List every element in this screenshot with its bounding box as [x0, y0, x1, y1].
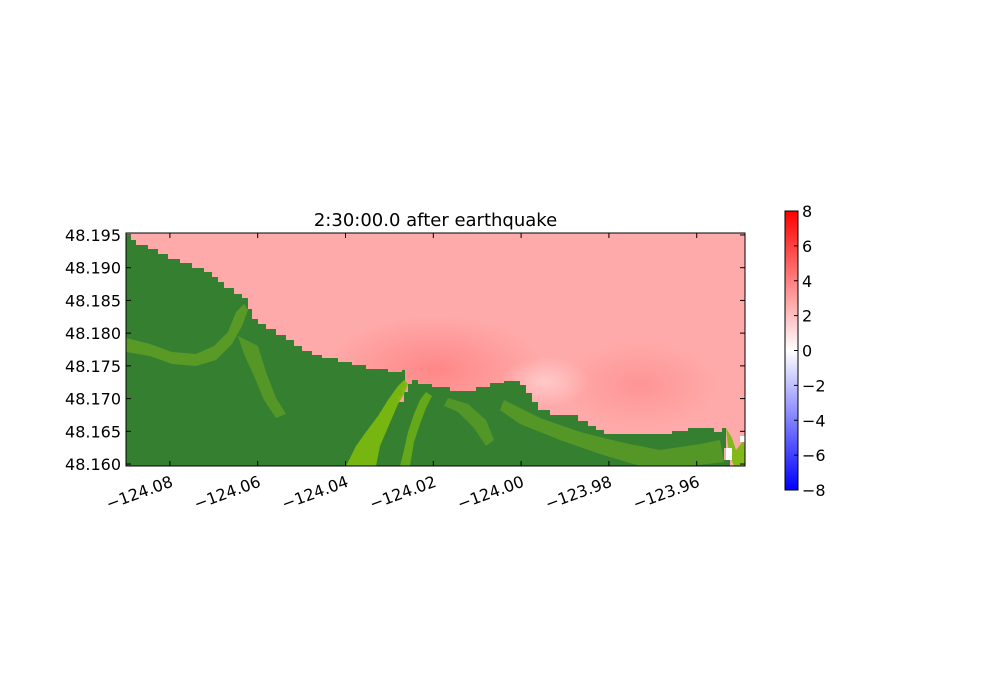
y-tick-label: 48.160 [65, 455, 121, 474]
colorbar-tick-label: 6 [802, 237, 812, 256]
y-axis: 48.160 48.165 48.170 48.175 48.180 48.185 48.1… [65, 226, 745, 474]
chart-title: 2:30:00.0 after earthquake [314, 210, 557, 231]
river-valley-branch [400, 392, 432, 466]
dry-cell [726, 448, 732, 460]
y-tick-label: 48.190 [65, 259, 121, 278]
colorbar-tick-label: −4 [802, 411, 826, 430]
colorbar-tick-label: −8 [802, 481, 826, 500]
x-tick-label: −124.04 [279, 472, 351, 514]
x-tick-label: −124.08 [104, 472, 176, 514]
colorbar-tick-label: 4 [802, 272, 812, 291]
colorbar-tick-label: 8 [802, 202, 812, 221]
colorbar-axis: 8 6 4 2 0 −2 −4 −6 −8 [794, 202, 826, 500]
river-valley-main [346, 380, 408, 466]
x-tick-label: −123.96 [630, 472, 702, 514]
dry-cell-east [740, 436, 745, 442]
y-tick-label: 48.185 [65, 291, 121, 310]
river-valley-central [238, 336, 286, 418]
y-tick-label: 48.180 [65, 324, 121, 343]
y-tick-label: 48.195 [65, 226, 121, 245]
colorbar-tick-label: −6 [802, 446, 826, 465]
y-tick-label: 48.175 [65, 357, 121, 376]
water-high-zone-east [560, 340, 720, 430]
y-tick-label: 48.165 [65, 422, 121, 441]
x-tick-label: −124.06 [191, 472, 263, 514]
colorbar-tick-label: −2 [802, 376, 826, 395]
x-tick-label: −124.00 [455, 472, 527, 514]
river-valley-east-slope [500, 400, 724, 466]
river-valley-mid [444, 398, 494, 446]
river-valley-west [126, 304, 248, 366]
colorbar-tick-label: 0 [802, 342, 812, 361]
y-tick-label: 48.170 [65, 390, 121, 409]
colorbar-tick-label: 2 [802, 307, 812, 326]
plot-frame [125, 232, 746, 467]
x-tick-label: −124.02 [367, 472, 439, 514]
x-tick-label: −123.98 [543, 472, 615, 514]
map-plot-area [126, 233, 745, 466]
